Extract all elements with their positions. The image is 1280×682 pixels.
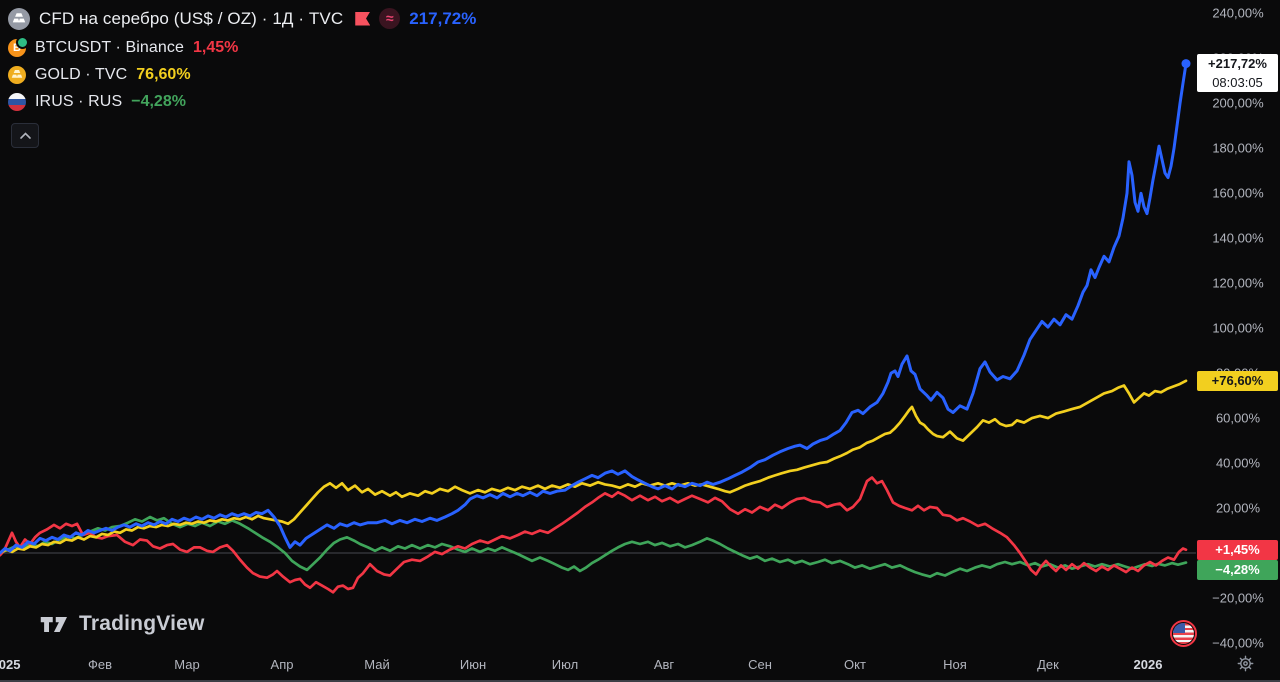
price-tick: 240,00% — [1212, 5, 1264, 21]
compare-symbol: BTCUSDT · Binance — [35, 38, 185, 56]
us-flag-event-marker[interactable] — [1170, 620, 1197, 647]
russia-flag-icon — [8, 92, 26, 111]
time-tick-month: Апр — [270, 657, 294, 672]
legend-compare-row-irus[interactable]: IRUS · RUS −4,28% — [8, 90, 476, 113]
time-tick-year: 2025 — [0, 657, 21, 672]
price-tick: 180,00% — [1212, 140, 1264, 156]
price-tick: 20,00% — [1215, 500, 1261, 516]
legend-main-row[interactable]: CFD на серебро (US$ / OZ) · 1Д · TVC ≈ 2… — [8, 5, 476, 32]
axis-settings-gear-icon[interactable] — [1237, 655, 1254, 677]
compare-symbol: GOLD · TVC — [35, 65, 128, 83]
time-tick-month: Май — [364, 657, 390, 672]
price-tick: 60,00% — [1215, 410, 1261, 426]
us-flag-icon — [1173, 623, 1194, 644]
price-tick: 100,00% — [1212, 320, 1264, 336]
series-line-gold[interactable] — [0, 379, 1188, 555]
gold-icon — [8, 65, 26, 84]
legend-collapse-button[interactable] — [11, 123, 39, 148]
time-tick-month: Авг — [653, 657, 675, 672]
time-tick-month: Ноя — [943, 657, 967, 672]
price-tick: 140,00% — [1212, 230, 1264, 246]
price-axis[interactable]: 240,00%220,00%200,00%180,00%160,00%140,0… — [1196, 0, 1280, 650]
time-tick-month: Сен — [748, 657, 772, 672]
approx-value-icon[interactable]: ≈ — [379, 8, 401, 29]
time-tick-month: Окт — [844, 657, 866, 672]
compare-symbol: IRUS · RUS — [35, 92, 123, 110]
chevron-up-icon — [19, 132, 31, 139]
tradingview-mark-icon — [40, 616, 67, 632]
time-tick-month: Мар — [174, 657, 200, 672]
compare-change-value: −4,28% — [131, 92, 186, 110]
btc-price-label: +1,45% — [1197, 539, 1278, 560]
price-chart-pane[interactable] — [0, 0, 1196, 650]
compare-change-value: 1,45% — [193, 38, 239, 56]
silver-coin-icon — [8, 7, 30, 30]
time-tick-year: 2026 — [1133, 657, 1163, 672]
time-tick-month: Фев — [87, 657, 113, 672]
price-tick: −20,00% — [1212, 590, 1264, 606]
series-line-btcusdt[interactable] — [0, 476, 1188, 594]
gold-price-label: +76,60% — [1197, 370, 1278, 391]
btc-icon: B — [8, 35, 29, 57]
chart-legend: CFD на серебро (US$ / OZ) · 1Д · TVC ≈ 2… — [8, 5, 476, 148]
bar-close-countdown: 08:03:05 — [1212, 74, 1263, 90]
price-tick: 120,00% — [1212, 275, 1264, 291]
flag-bookmark-icon[interactable] — [355, 11, 371, 26]
binance-badge-icon — [16, 35, 29, 49]
series-line-silver[interactable] — [0, 62, 1188, 555]
bottom-divider — [0, 680, 1280, 682]
time-tick-month: Июн — [459, 657, 487, 672]
last-price-marker — [1181, 59, 1191, 69]
time-axis[interactable]: 2025 Фев Мар Апр Май Июн Июл Авг Сен Окт Ноя Дек 202… — [0, 650, 1280, 682]
silver-price-label: +217,72% 08:03:05 — [1197, 53, 1278, 92]
time-tick-month: Июл — [551, 657, 579, 672]
legend-compare-row-gold[interactable]: GOLD · TVC 76,60% — [8, 63, 476, 86]
price-tick: 200,00% — [1212, 95, 1264, 111]
symbol-title: CFD на серебро (US$ / OZ) · 1Д · TVC — [39, 8, 344, 28]
legend-compare-row-btcusdt[interactable]: B BTCUSDT · Binance 1,45% — [8, 35, 476, 59]
tradingview-logo[interactable]: TradingView — [40, 612, 205, 636]
compare-change-value: 76,60% — [136, 65, 191, 83]
irus-price-label: −4,28% — [1197, 559, 1278, 580]
time-tick-month: Дек — [1037, 657, 1059, 672]
symbol-change-value: 217,72% — [409, 8, 477, 28]
price-tick: −40,00% — [1212, 635, 1264, 651]
price-tick: 40,00% — [1215, 455, 1261, 471]
watermark-text: TradingView — [79, 612, 205, 635]
price-tick: 160,00% — [1212, 185, 1264, 201]
